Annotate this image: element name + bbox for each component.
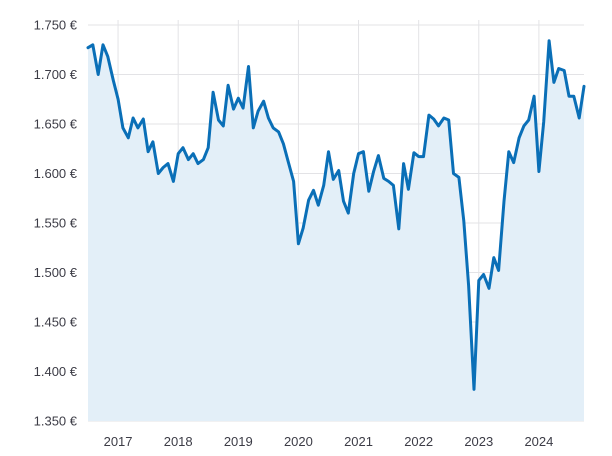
price-area-fill xyxy=(88,40,584,422)
y-tick-label: 1.700 € xyxy=(34,67,78,82)
y-tick-label: 1.750 € xyxy=(34,17,78,32)
y-axis-labels: 1.750 € 1.700 € 1.650 € 1.600 € 1.550 € 1.500… xyxy=(34,17,78,428)
x-axis-labels: 2017 2018 2019 2020 2021 2022 2023 2024 xyxy=(104,434,554,449)
x-tick-label: 2018 xyxy=(164,434,193,449)
y-tick-label: 1.650 € xyxy=(34,116,78,131)
y-tick-label: 1.450 € xyxy=(34,314,78,329)
y-tick-label: 1.550 € xyxy=(34,215,78,230)
y-tick-label: 1.500 € xyxy=(34,265,78,280)
x-tick-label: 2021 xyxy=(344,434,373,449)
y-tick-label: 1.400 € xyxy=(34,364,78,379)
x-tick-label: 2019 xyxy=(224,434,253,449)
x-tick-label: 2022 xyxy=(404,434,433,449)
x-tick-label: 2017 xyxy=(104,434,133,449)
y-tick-label: 1.600 € xyxy=(34,166,78,181)
x-tick-label: 2023 xyxy=(464,434,493,449)
x-tick-label: 2020 xyxy=(284,434,313,449)
y-tick-label: 1.350 € xyxy=(34,414,78,429)
price-line xyxy=(86,39,586,391)
x-tick-label: 2024 xyxy=(524,434,553,449)
